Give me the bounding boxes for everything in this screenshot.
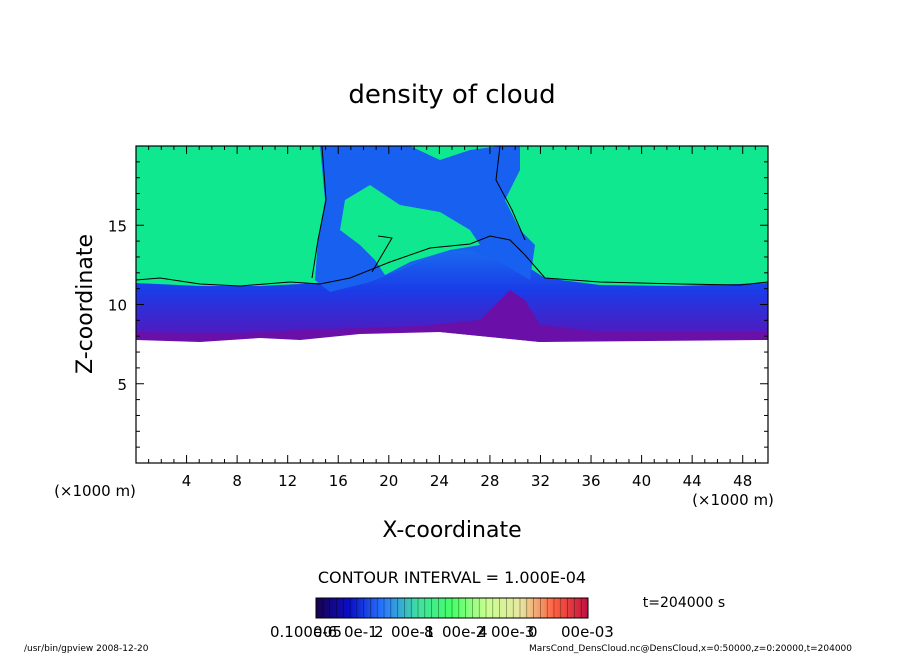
colorbar-label: 00e-03	[561, 623, 614, 641]
plot-area	[136, 146, 768, 463]
x-tick-label: 4	[182, 472, 192, 490]
x-tick-label: 8	[232, 472, 242, 490]
time-label: t=204000 s	[643, 595, 725, 611]
x-axis-label: X-coordinate	[382, 518, 521, 543]
x-tick-label: 28	[480, 472, 499, 490]
x-tick-label: 24	[430, 472, 449, 490]
contour-line	[136, 235, 768, 287]
y-tick-label: 5	[117, 376, 127, 394]
field-green-pocket	[340, 185, 480, 275]
contour-interval-label: CONTOUR INTERVAL = 1.000E-04	[318, 568, 586, 587]
colorbar-label: 00e-2	[442, 623, 485, 641]
chart-title: density of cloud	[348, 80, 555, 110]
colorbar-divisions	[322, 598, 582, 618]
x-tick-label: 20	[379, 472, 398, 490]
y-axis-ticks: 5 10 15	[108, 161, 768, 448]
colorbar-label: 00e-3	[491, 623, 534, 641]
y-axis-label: Z-coordinate	[73, 234, 98, 374]
x-tick-label: 12	[278, 472, 297, 490]
x-tick-label: 16	[329, 472, 348, 490]
colorbar-label: 05	[323, 623, 342, 641]
y-tick-label: 15	[108, 217, 127, 235]
x-tick-label: 40	[632, 472, 651, 490]
footer-left: /usr/bin/gpview 2008-12-20	[24, 644, 149, 654]
colorbar-label: 2	[374, 623, 384, 641]
colorbar-label: 4	[478, 623, 488, 641]
colorbar-label: 00e-1	[391, 623, 434, 641]
x-tick-label: 36	[581, 472, 600, 490]
colorbar-label: 0	[528, 623, 538, 641]
x-axis-ticks: 4 8 12 16 20 24 28 32 36 40 44 48	[148, 146, 756, 490]
colorbar-label: e-6	[313, 623, 337, 641]
x-tick-label: 32	[531, 472, 550, 490]
x-tick-label: 44	[683, 472, 702, 490]
colorbar-label: 8	[424, 623, 434, 641]
x-tick-label: 48	[733, 472, 752, 490]
field-blue-layer	[136, 248, 768, 342]
x-unit-left: (×1000 m)	[54, 482, 136, 500]
contour-line-plume	[311, 146, 526, 279]
x-unit-right: (×1000 m)	[692, 491, 774, 509]
colorbar-label: 0.1000	[270, 623, 323, 641]
footer-right: MarsCond_DensCloud.nc@DensCloud,x=0:5000…	[529, 644, 852, 654]
field-purple-fringe	[136, 290, 768, 342]
colorbar-label: 0e-1	[344, 623, 378, 641]
y-tick-label: 10	[108, 297, 127, 315]
